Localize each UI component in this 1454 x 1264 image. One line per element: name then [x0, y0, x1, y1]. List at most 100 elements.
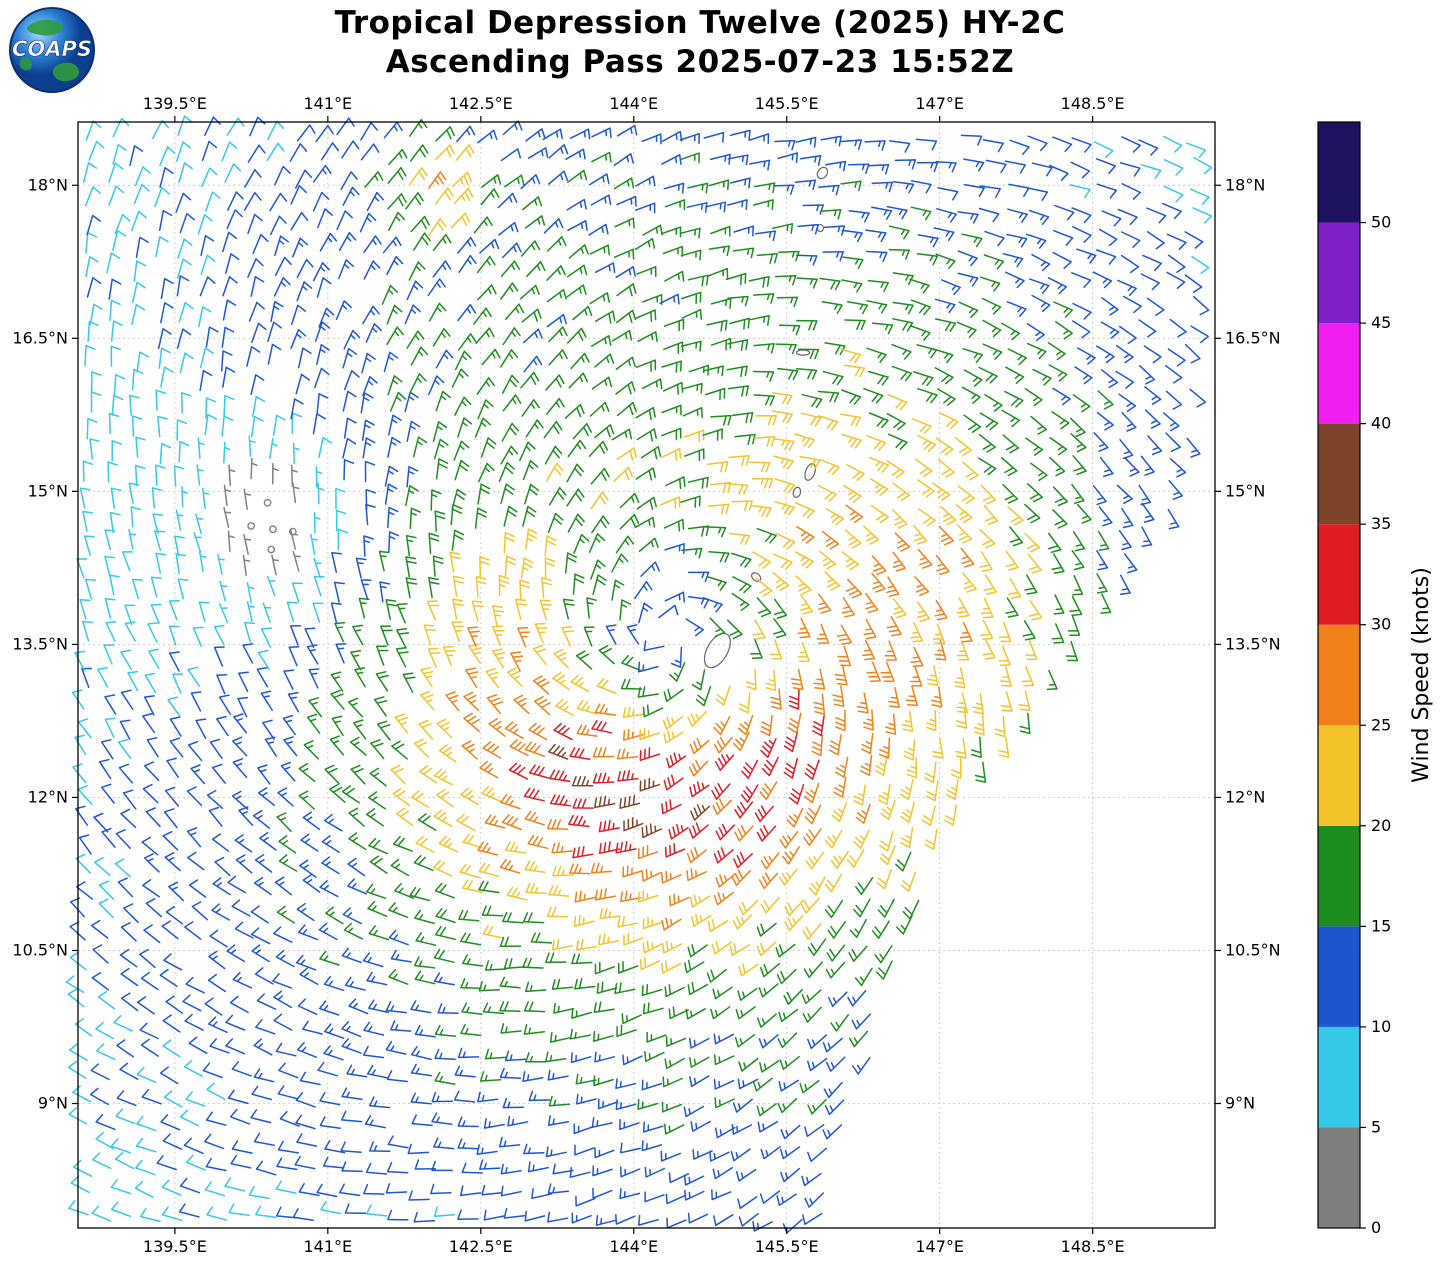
- wind-barb: [615, 381, 636, 395]
- wind-barb: [567, 439, 587, 458]
- wind-barb: [390, 764, 406, 785]
- wind-barb: [765, 669, 777, 692]
- wind-barb: [616, 195, 637, 207]
- wind-barb: [824, 873, 843, 893]
- wind-barb: [523, 1024, 546, 1035]
- island-outline-saipan: [804, 463, 817, 481]
- wind-barb: [1191, 255, 1210, 274]
- wind-barb: [360, 143, 380, 161]
- wind-barb: [1052, 251, 1072, 270]
- wind-barb: [1031, 294, 1051, 313]
- wind-barb: [406, 466, 419, 488]
- wind-barb: [688, 759, 709, 777]
- wind-barb: [572, 798, 594, 809]
- wind-barb: [1120, 231, 1141, 248]
- wind-barb: [492, 625, 505, 646]
- wind-barb: [1024, 574, 1038, 595]
- wind-barb: [203, 1133, 225, 1150]
- wind-barb: [93, 812, 109, 833]
- wind-barb: [553, 1002, 575, 1014]
- y-tick-label-right: 18°N: [1225, 175, 1265, 194]
- wind-barb: [953, 667, 966, 689]
- wind-barb: [737, 987, 758, 1001]
- wind-barb: [390, 858, 410, 877]
- wind-barb: [291, 582, 303, 603]
- wind-barb: [222, 299, 237, 321]
- wind-barb: [871, 206, 893, 220]
- wind-barb: [589, 173, 610, 186]
- wind-barb: [206, 789, 224, 810]
- wind-barb: [687, 571, 710, 582]
- wind-barb: [109, 574, 120, 596]
- wind-barb: [480, 437, 497, 458]
- wind-barb: [819, 550, 837, 570]
- wind-barb: [833, 776, 847, 798]
- wind-barb: [404, 304, 421, 325]
- wind-barb: [1026, 342, 1047, 360]
- wind-barb: [199, 369, 213, 392]
- wind-barb: [752, 551, 772, 569]
- wind-barb: [70, 1175, 90, 1194]
- wind-barb: [292, 550, 301, 572]
- wind-barb: [935, 160, 957, 173]
- wind-barb: [344, 976, 366, 991]
- wind-barb: [871, 322, 894, 335]
- wind-barb: [794, 551, 815, 569]
- wind-barb: [89, 438, 100, 460]
- wind-barb: [548, 144, 569, 159]
- wind-barb: [1026, 187, 1049, 201]
- wind-barb: [800, 412, 822, 427]
- wind-barb: [346, 1064, 368, 1078]
- wind-barb: [141, 1088, 162, 1105]
- wind-barb: [713, 1033, 735, 1045]
- wind-barb: [343, 329, 361, 350]
- wind-barb: [522, 912, 545, 924]
- wind-barb: [688, 822, 709, 839]
- wind-barb: [979, 551, 993, 572]
- wind-barb: [458, 254, 477, 273]
- wind-barb: [158, 209, 173, 232]
- wind-barb: [145, 807, 161, 828]
- wind-barb: [367, 791, 386, 810]
- wind-barb: [1000, 691, 1013, 712]
- wind-barb: [209, 738, 223, 760]
- wind-barb: [527, 834, 549, 850]
- wind-barb: [457, 303, 477, 322]
- wind-barb: [532, 644, 547, 666]
- wind-barb: [409, 144, 429, 162]
- wind-barb: [773, 553, 793, 570]
- wind-barb: [1030, 415, 1048, 435]
- wind-barb: [504, 1050, 527, 1062]
- wind-barb: [679, 132, 700, 144]
- wind-barb: [620, 890, 642, 903]
- wind-barb: [545, 1146, 567, 1158]
- wind-barb: [1123, 553, 1138, 574]
- wind-barb: [342, 347, 358, 369]
- wind-barb: [200, 254, 216, 276]
- wind-barb: [1161, 202, 1182, 220]
- y-tick-label-right: 12°N: [1225, 787, 1265, 806]
- wind-barb: [886, 413, 906, 431]
- wind-barb: [331, 715, 344, 737]
- wind-barb: [561, 626, 575, 647]
- wind-barb: [100, 739, 114, 760]
- wind-barb: [576, 724, 598, 737]
- wind-barb: [451, 529, 465, 551]
- wind-barb: [251, 415, 264, 438]
- wind-barb: [727, 154, 749, 166]
- wind-barb: [159, 442, 172, 465]
- wind-barb: [427, 647, 441, 669]
- wind-barb: [886, 615, 902, 637]
- wind-barb: [363, 1184, 385, 1195]
- wind-barb: [983, 254, 1005, 270]
- wind-barb: [406, 280, 424, 301]
- wind-barb: [120, 689, 134, 710]
- wind-barb: [548, 1095, 571, 1107]
- chart-title: Tropical Depression Twelve (2025) HY-2C: [334, 5, 1066, 41]
- wind-barb: [269, 215, 287, 236]
- wind-barb: [551, 938, 574, 951]
- wind-barb: [336, 117, 355, 136]
- wind-barb: [729, 942, 751, 957]
- wind-barb: [267, 321, 283, 343]
